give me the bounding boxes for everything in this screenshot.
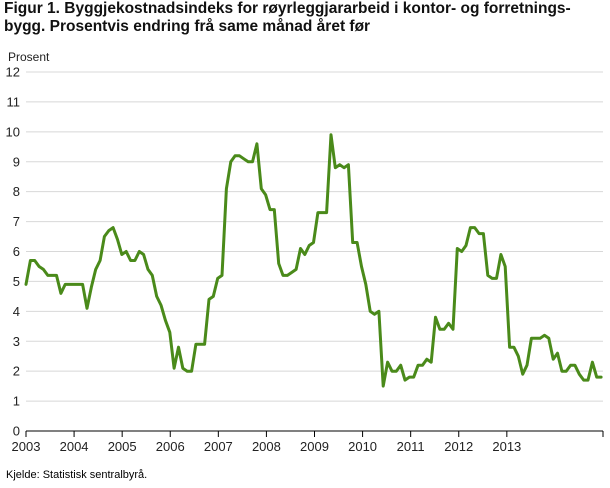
x-tick-label: 2006 bbox=[156, 439, 185, 454]
source-note: Kjelde: Statistisk sentralbyrå. bbox=[6, 469, 148, 481]
x-axis-ticks: 2003 2004 2005 2006 2007 2008 2009 2010 2011 2012… bbox=[12, 431, 604, 454]
x-tick-label: 2003 bbox=[12, 439, 41, 454]
series-layer bbox=[24, 133, 603, 388]
y-tick-label: 1 bbox=[13, 394, 20, 409]
x-tick-label: 2009 bbox=[300, 439, 329, 454]
chart-title: Figur 1. Byggjekostnadsindeks for røyrle… bbox=[4, 0, 608, 36]
y-tick-label: 11 bbox=[7, 94, 21, 109]
y-tick-label: 10 bbox=[6, 124, 20, 139]
x-tick-label: 2010 bbox=[348, 439, 377, 454]
x-tick-label: 2004 bbox=[60, 439, 89, 454]
title-line-2: bygg. Prosentvis endring frå same månad … bbox=[4, 18, 371, 35]
x-tick-label: 2012 bbox=[444, 439, 473, 454]
x-tick-label: 2013 bbox=[492, 439, 521, 454]
y-tick-label: 4 bbox=[13, 304, 20, 319]
y-tick-label: 12 bbox=[6, 65, 20, 80]
y-tick-label: 2 bbox=[13, 364, 20, 379]
y-tick-label: 8 bbox=[13, 184, 20, 199]
y-tick-label: 7 bbox=[13, 214, 20, 229]
gridlines bbox=[26, 71, 603, 432]
y-tick-label: 6 bbox=[13, 244, 20, 259]
y-axis-label: Prosent bbox=[8, 50, 50, 64]
y-tick-label: 0 bbox=[13, 424, 20, 439]
x-tick-label: 2011 bbox=[397, 439, 425, 454]
x-tick-label: 2008 bbox=[252, 439, 281, 454]
y-tick-label: 5 bbox=[13, 274, 20, 289]
x-tick-label: 2007 bbox=[204, 439, 233, 454]
title-line-1: Figur 1. Byggjekostnadsindeks for røyrle… bbox=[4, 0, 571, 17]
series-line bbox=[24, 133, 603, 388]
y-tick-label: 3 bbox=[13, 334, 20, 349]
y-tick-label: 9 bbox=[13, 154, 20, 169]
x-tick-label: 2005 bbox=[108, 439, 137, 454]
